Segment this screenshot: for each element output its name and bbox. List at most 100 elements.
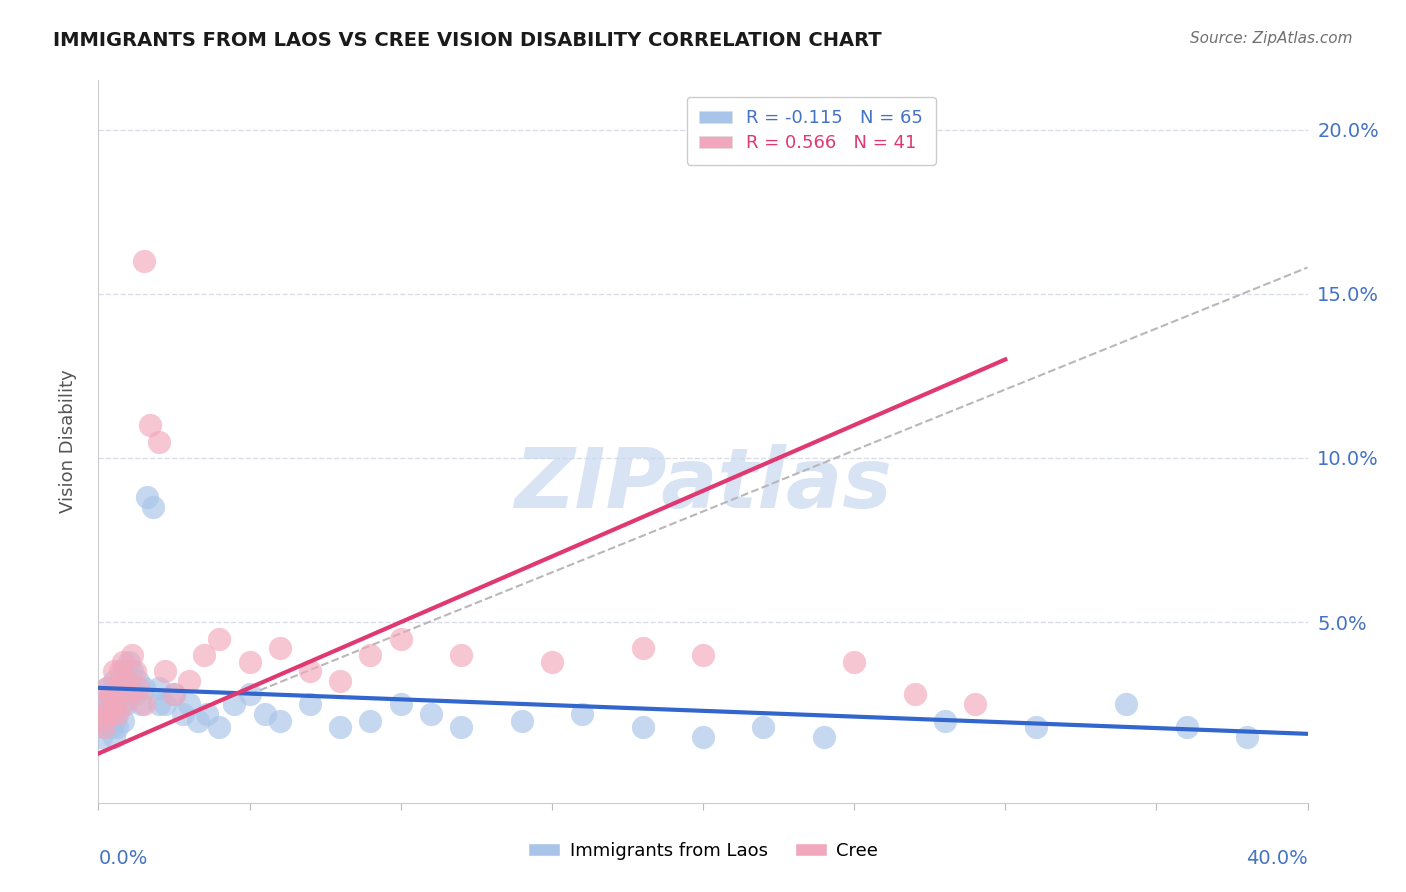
Point [93, 707, 115, 722]
Point [813, 730, 835, 744]
Point [103, 665, 125, 679]
Point [179, 674, 201, 689]
Point [692, 730, 714, 744]
Point [420, 707, 443, 722]
Point [253, 707, 276, 722]
Point [208, 632, 231, 646]
Point [571, 707, 593, 722]
Point [163, 687, 186, 701]
Point [100, 720, 122, 734]
Point [114, 674, 136, 689]
Point [360, 714, 382, 728]
Point [153, 698, 176, 712]
Point [239, 655, 262, 669]
Legend: Immigrants from Laos, Cree: Immigrants from Laos, Cree [520, 835, 886, 867]
Point [103, 714, 125, 728]
Point [540, 655, 562, 669]
Point [100, 687, 122, 701]
Point [105, 687, 128, 701]
Point [103, 674, 125, 689]
Point [135, 491, 157, 505]
Point [118, 681, 141, 695]
Point [299, 698, 322, 712]
Point [124, 665, 146, 679]
Point [105, 707, 128, 722]
Point [93, 698, 115, 712]
Point [692, 648, 714, 662]
Point [1115, 698, 1137, 712]
Point [132, 681, 155, 695]
Point [111, 698, 134, 712]
Point [195, 707, 218, 722]
Point [121, 648, 143, 662]
Point [111, 714, 134, 728]
Point [103, 698, 125, 712]
Point [96, 681, 118, 695]
Point [93, 720, 115, 734]
Point [139, 418, 162, 433]
Point [114, 698, 136, 712]
Point [111, 665, 134, 679]
Point [93, 720, 115, 734]
Point [329, 674, 352, 689]
Point [153, 665, 176, 679]
Point [269, 641, 291, 656]
Point [108, 681, 131, 695]
Point [132, 253, 155, 268]
Point [510, 714, 533, 728]
Point [142, 500, 165, 515]
Point [965, 698, 987, 712]
Point [132, 698, 155, 712]
Point [752, 720, 775, 734]
Point [389, 698, 412, 712]
Point [934, 714, 956, 728]
Point [108, 698, 131, 712]
Point [450, 648, 472, 662]
Point [904, 687, 927, 701]
Point [100, 707, 122, 722]
Text: Source: ZipAtlas.com: Source: ZipAtlas.com [1189, 31, 1353, 46]
Text: 40.0%: 40.0% [1246, 849, 1308, 868]
Point [96, 707, 118, 722]
Point [100, 687, 122, 701]
Point [124, 687, 146, 701]
Point [93, 698, 115, 712]
Text: 0.0%: 0.0% [98, 849, 148, 868]
Point [111, 655, 134, 669]
Text: ZIPatlas: ZIPatlas [515, 444, 891, 525]
Point [105, 720, 128, 734]
Point [148, 681, 170, 695]
Point [90, 714, 112, 728]
Point [1236, 730, 1258, 744]
Point [631, 720, 654, 734]
Point [100, 707, 122, 722]
Point [90, 730, 112, 744]
Point [631, 641, 654, 656]
Text: IMMIGRANTS FROM LAOS VS CREE VISION DISABILITY CORRELATION CHART: IMMIGRANTS FROM LAOS VS CREE VISION DISA… [53, 31, 882, 50]
Point [389, 632, 412, 646]
Point [105, 707, 128, 722]
Point [96, 681, 118, 695]
Point [148, 698, 170, 712]
Point [114, 674, 136, 689]
Point [108, 665, 131, 679]
Point [179, 698, 201, 712]
Point [163, 687, 186, 701]
Point [96, 698, 118, 712]
Point [121, 665, 143, 679]
Point [127, 674, 149, 689]
Point [299, 665, 322, 679]
Point [1024, 720, 1046, 734]
Legend: R = -0.115   N = 65, R = 0.566   N = 41: R = -0.115 N = 65, R = 0.566 N = 41 [686, 96, 936, 165]
Point [111, 687, 134, 701]
Point [844, 655, 866, 669]
Point [118, 681, 141, 695]
Point [329, 720, 352, 734]
Y-axis label: Vision Disability: Vision Disability [59, 369, 77, 514]
Point [360, 648, 382, 662]
Point [96, 714, 118, 728]
Point [224, 698, 246, 712]
Point [1175, 720, 1198, 734]
Point [90, 714, 112, 728]
Point [187, 714, 209, 728]
